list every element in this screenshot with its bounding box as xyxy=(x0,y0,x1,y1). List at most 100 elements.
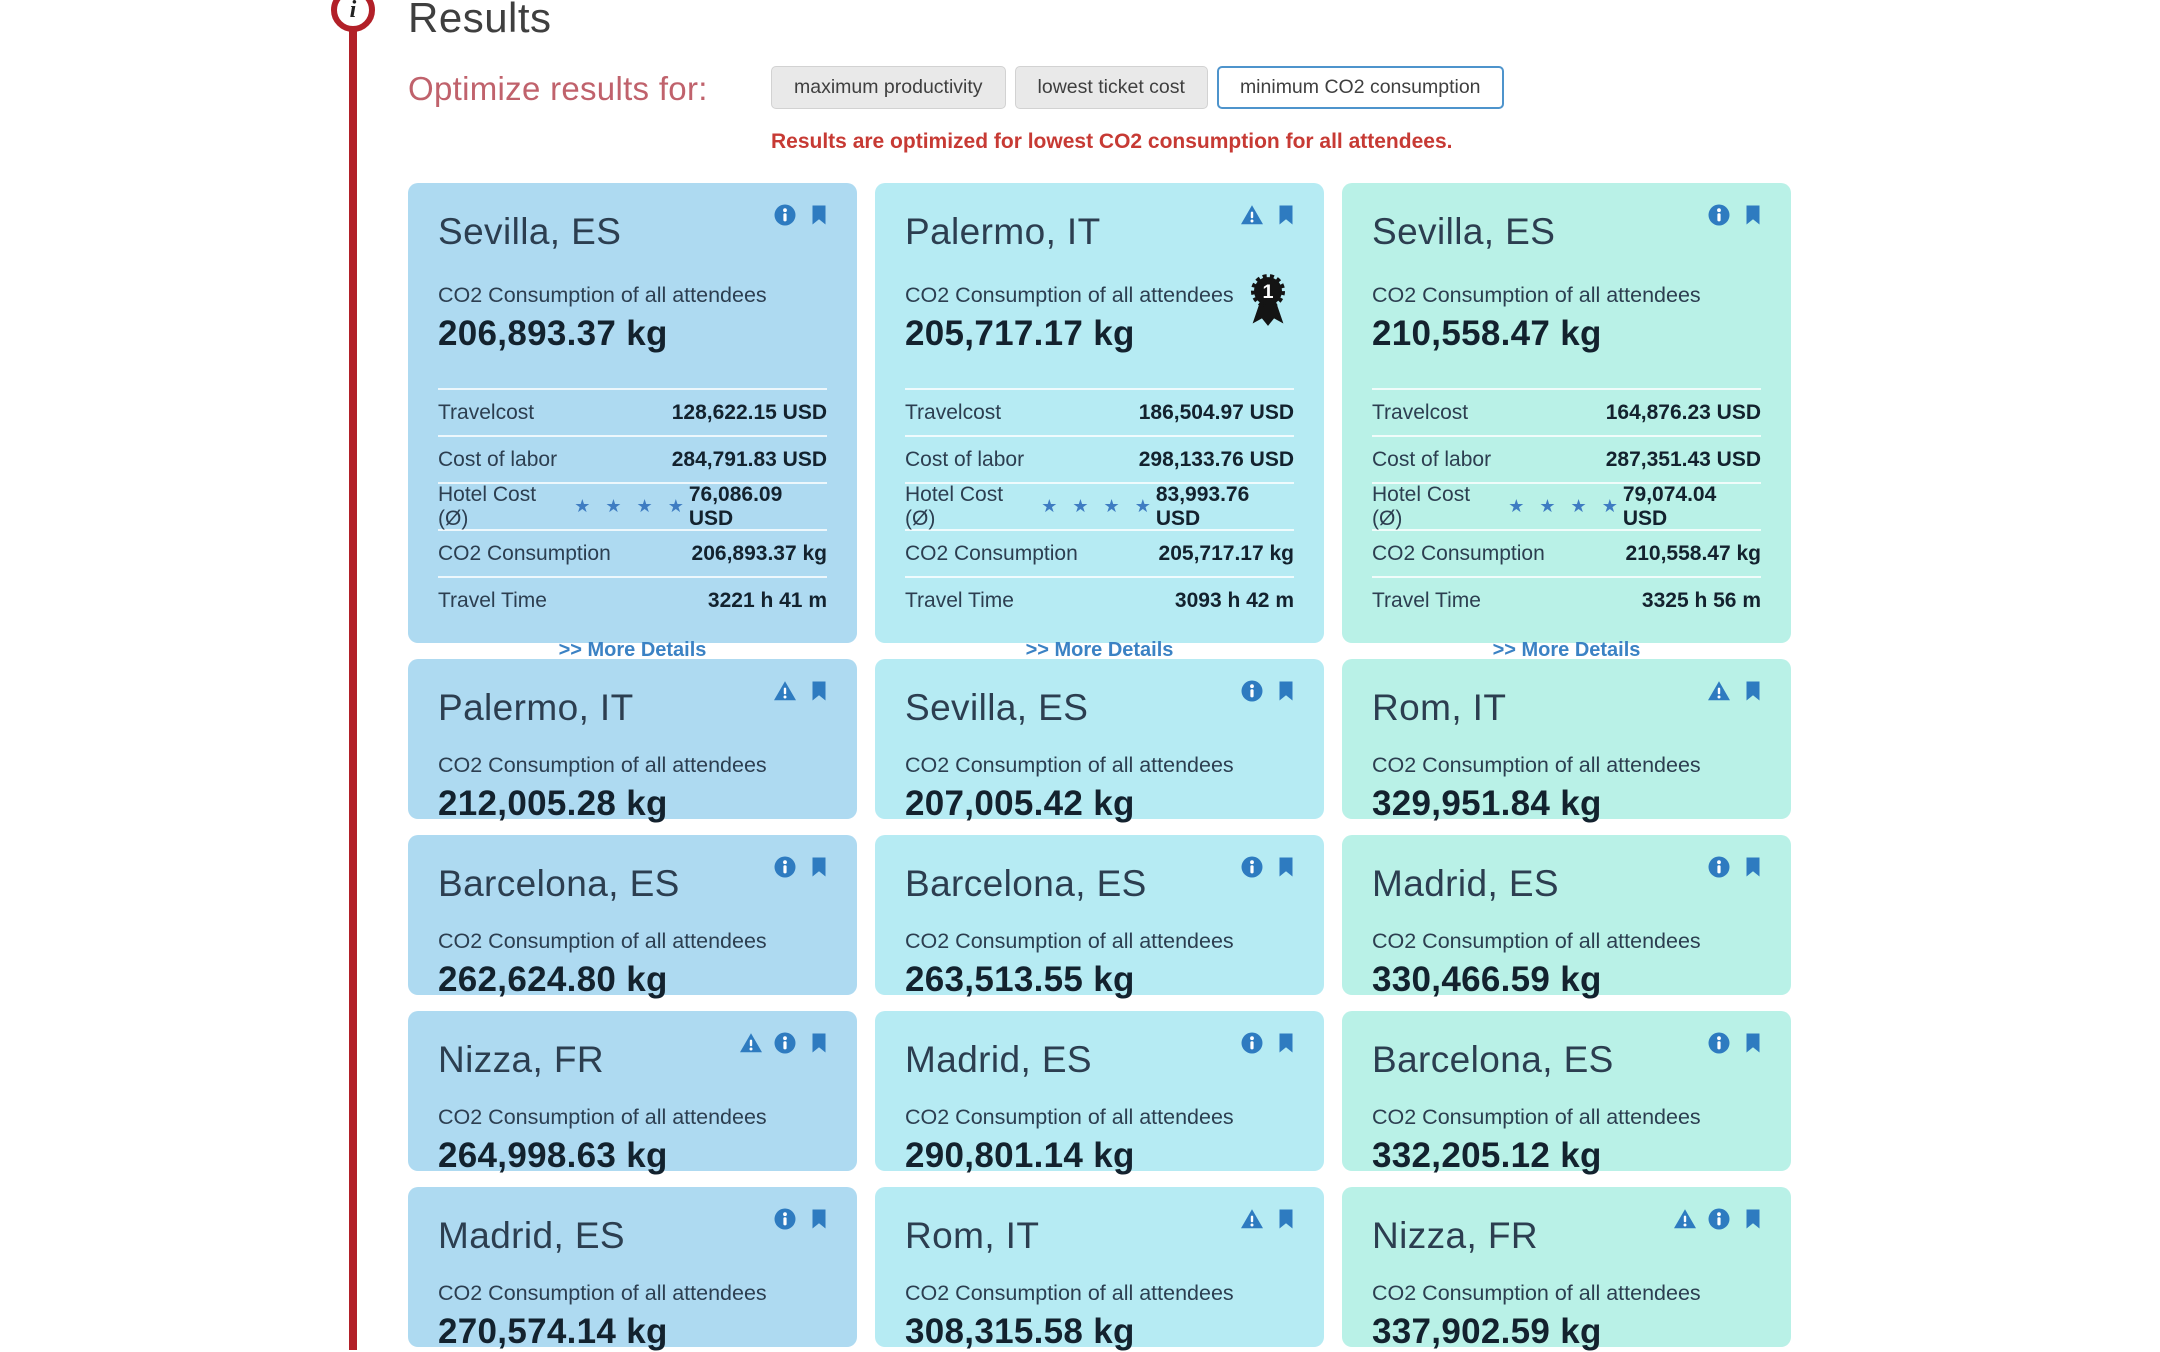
card-city-title: Palermo, IT xyxy=(905,211,1101,253)
info-step-icon: i xyxy=(331,0,375,32)
optimize-button-group: maximum productivity lowest ticket cost … xyxy=(771,66,1791,110)
info-icon[interactable] xyxy=(773,1207,797,1231)
result-card[interactable]: Madrid, ES CO2 Consumption of all attend… xyxy=(408,1187,857,1351)
detail-label: Hotel Cost (Ø) ★ ★ ★ ★ xyxy=(438,482,689,530)
warning-icon[interactable] xyxy=(1673,1207,1697,1231)
more-details-link[interactable]: >> More Details xyxy=(558,639,707,662)
result-card[interactable]: Palermo, IT CO2 Consumption of all atten… xyxy=(408,659,857,823)
result-card[interactable]: Barcelona, ES CO2 Consumption of all att… xyxy=(1342,1011,1791,1175)
warning-icon[interactable] xyxy=(739,1031,763,1055)
result-card[interactable]: Nizza, FR CO2 Consumption of all attende… xyxy=(408,1011,857,1175)
info-icon[interactable] xyxy=(773,855,797,879)
co2-value: 330,466.59 kg xyxy=(1372,960,1602,1000)
info-icon[interactable] xyxy=(1707,203,1731,227)
co2-caption: CO2 Consumption of all attendees xyxy=(438,929,767,954)
detail-value: 210,558.47 kg xyxy=(1625,541,1761,565)
warning-icon[interactable] xyxy=(1240,1207,1264,1231)
co2-caption: CO2 Consumption of all attendees xyxy=(1372,1105,1701,1130)
bookmark-icon[interactable] xyxy=(1741,203,1765,227)
warning-icon[interactable] xyxy=(1240,203,1264,227)
bookmark-icon[interactable] xyxy=(807,679,831,703)
optimize-option-min-co2[interactable]: minimum CO2 consumption xyxy=(1216,66,1504,110)
co2-value: 329,951.84 kg xyxy=(1372,784,1602,824)
card-city-title: Barcelona, ES xyxy=(905,863,1147,905)
bookmark-icon[interactable] xyxy=(1741,1207,1765,1231)
info-icon[interactable] xyxy=(1240,679,1264,703)
co2-caption: CO2 Consumption of all attendees xyxy=(905,753,1234,778)
detail-label: Cost of labor xyxy=(438,447,558,471)
bookmark-icon[interactable] xyxy=(1741,679,1765,703)
card-details-table: Travelcost 128,622.15 USD Cost of labor … xyxy=(438,388,827,623)
detail-label: Travel Time xyxy=(905,588,1014,612)
result-card[interactable]: Nizza, FR CO2 Consumption of all attende… xyxy=(1342,1187,1791,1351)
more-details-link[interactable]: >> More Details xyxy=(1492,639,1641,662)
card-details-table: Travelcost 164,876.23 USD Cost of labor … xyxy=(1372,388,1761,623)
info-icon[interactable] xyxy=(1707,1207,1731,1231)
detail-value: 128,622.15 USD xyxy=(671,400,827,424)
card-icons xyxy=(1707,679,1765,703)
detail-value: 164,876.23 USD xyxy=(1605,400,1761,424)
info-icon[interactable] xyxy=(1240,1031,1264,1055)
hotel-stars-icon: ★ ★ ★ ★ xyxy=(574,496,689,517)
detail-row: CO2 Consumption 206,893.37 kg xyxy=(438,529,827,576)
optimize-option-max-productivity[interactable]: maximum productivity xyxy=(771,66,1006,110)
bookmark-icon[interactable] xyxy=(1274,1031,1298,1055)
co2-caption: CO2 Consumption of all attendees xyxy=(438,1105,767,1130)
warning-icon[interactable] xyxy=(1707,679,1731,703)
card-icons xyxy=(1673,1207,1765,1231)
bookmark-icon[interactable] xyxy=(807,1031,831,1055)
result-card[interactable]: Barcelona, ES CO2 Consumption of all att… xyxy=(408,835,857,999)
bookmark-icon[interactable] xyxy=(1274,203,1298,227)
detail-value: 3325 h 56 m xyxy=(1641,588,1761,612)
page-title: Results xyxy=(408,0,552,41)
co2-caption: CO2 Consumption of all attendees xyxy=(1372,1281,1701,1306)
bookmark-icon[interactable] xyxy=(1274,1207,1298,1231)
bookmark-icon[interactable] xyxy=(1274,679,1298,703)
detail-row: Cost of labor 287,351.43 USD xyxy=(1372,435,1761,482)
detail-row: CO2 Consumption 210,558.47 kg xyxy=(1372,529,1761,576)
info-icon[interactable] xyxy=(773,203,797,227)
card-city-title: Palermo, IT xyxy=(438,687,634,729)
result-card[interactable]: Sevilla, ES CO2 Consumption of all atten… xyxy=(1342,183,1791,661)
card-icons xyxy=(1240,203,1298,227)
co2-caption: CO2 Consumption of all attendees xyxy=(438,1281,767,1306)
info-icon[interactable] xyxy=(1707,855,1731,879)
detail-row: Travelcost 164,876.23 USD xyxy=(1372,388,1761,435)
co2-caption: CO2 Consumption of all attendees xyxy=(438,753,767,778)
detail-label: Hotel Cost (Ø) ★ ★ ★ ★ xyxy=(1372,482,1623,530)
result-card[interactable]: Madrid, ES CO2 Consumption of all attend… xyxy=(875,1011,1324,1175)
optimize-option-lowest-ticket-cost[interactable]: lowest ticket cost xyxy=(1014,66,1208,110)
more-details-link[interactable]: >> More Details xyxy=(1025,639,1174,662)
warning-icon[interactable] xyxy=(773,679,797,703)
detail-row: Hotel Cost (Ø) ★ ★ ★ ★ 76,086.09 USD xyxy=(438,482,827,530)
info-icon[interactable] xyxy=(1240,855,1264,879)
info-icon[interactable] xyxy=(1707,1031,1731,1055)
bookmark-icon[interactable] xyxy=(1741,855,1765,879)
detail-row: Travel Time 3325 h 56 m xyxy=(1372,576,1761,623)
co2-value: 262,624.80 kg xyxy=(438,960,668,1000)
card-city-title: Sevilla, ES xyxy=(905,687,1089,729)
result-card[interactable]: Palermo, IT CO2 Consumption of all atten… xyxy=(875,183,1324,661)
bookmark-icon[interactable] xyxy=(1741,1031,1765,1055)
bookmark-icon[interactable] xyxy=(807,203,831,227)
card-city-title: Nizza, FR xyxy=(438,1039,604,1081)
results-section: Results Optimize results for: maximum pr… xyxy=(408,0,1791,1351)
info-icon[interactable] xyxy=(773,1031,797,1055)
bookmark-icon[interactable] xyxy=(807,855,831,879)
result-card[interactable]: Rom, IT CO2 Consumption of all attendees… xyxy=(875,1187,1324,1351)
result-card[interactable]: Sevilla, ES CO2 Consumption of all atten… xyxy=(875,659,1324,823)
card-icons xyxy=(739,1031,831,1055)
co2-value: 212,005.28 kg xyxy=(438,784,668,824)
detail-label: Travelcost xyxy=(1372,400,1469,424)
card-details-table: Travelcost 186,504.97 USD Cost of labor … xyxy=(905,388,1294,623)
detail-value: 205,717.17 kg xyxy=(1158,541,1294,565)
result-card[interactable]: Rom, IT CO2 Consumption of all attendees… xyxy=(1342,659,1791,823)
result-card[interactable]: Sevilla, ES CO2 Consumption of all atten… xyxy=(408,183,857,661)
result-card[interactable]: Madrid, ES CO2 Consumption of all attend… xyxy=(1342,835,1791,999)
co2-value: 206,893.37 kg xyxy=(438,314,668,354)
detail-label: Cost of labor xyxy=(905,447,1025,471)
bookmark-icon[interactable] xyxy=(807,1207,831,1231)
bookmark-icon[interactable] xyxy=(1274,855,1298,879)
result-card[interactable]: Barcelona, ES CO2 Consumption of all att… xyxy=(875,835,1324,999)
co2-caption: CO2 Consumption of all attendees xyxy=(1372,753,1701,778)
